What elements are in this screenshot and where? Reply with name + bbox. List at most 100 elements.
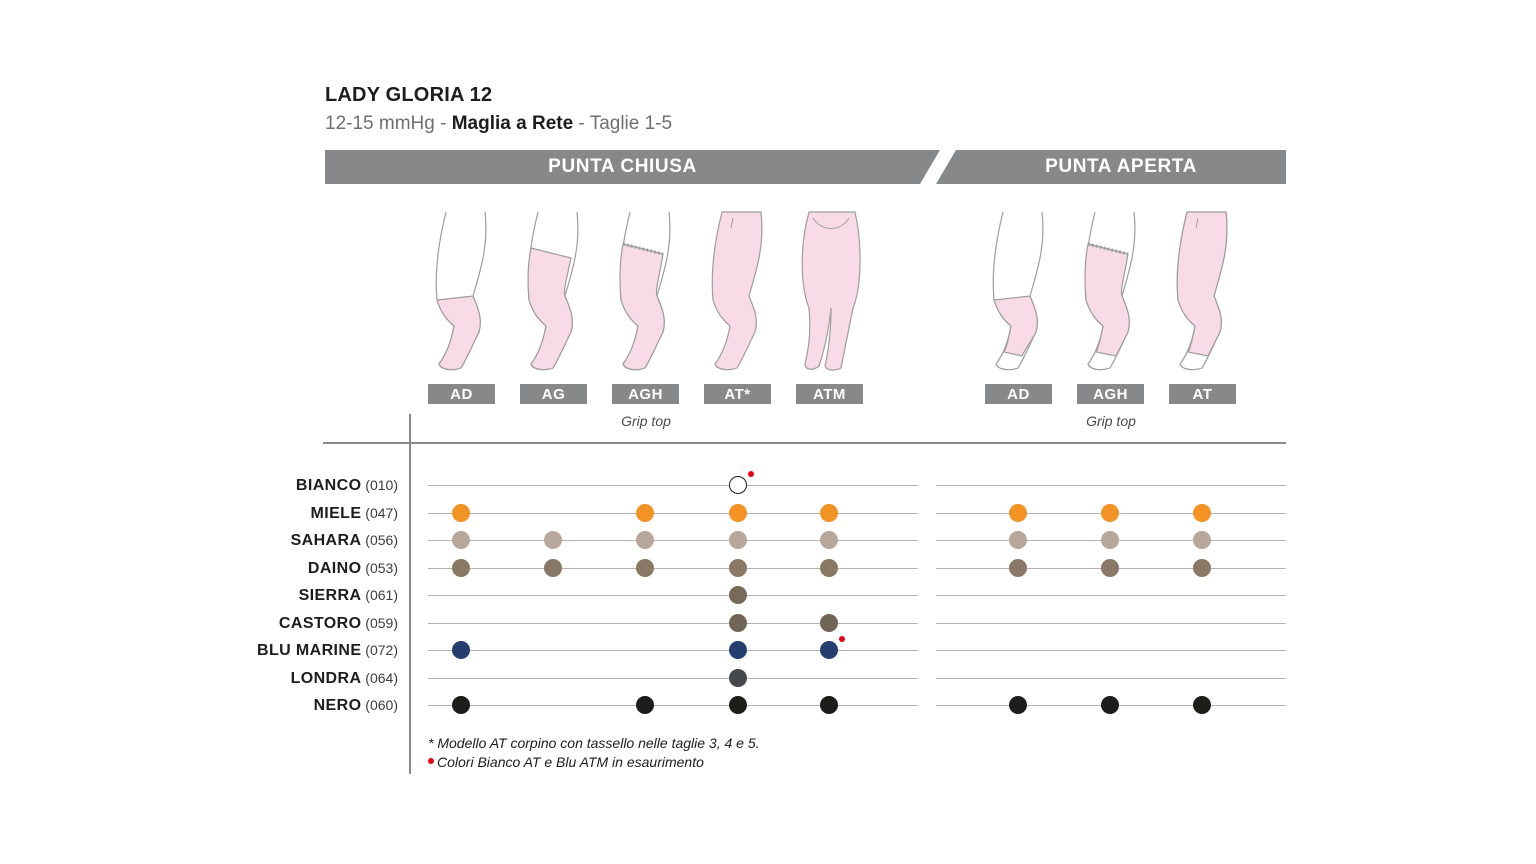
color-dot-closed-ad bbox=[452, 696, 470, 714]
row-line bbox=[428, 705, 918, 706]
model-label-at-open: AT bbox=[1169, 384, 1236, 404]
color-dot-open-at bbox=[1193, 696, 1211, 714]
leg-at-open-icon bbox=[1176, 211, 1228, 371]
color-name: SIERRA bbox=[298, 587, 362, 604]
model-label-agh-closed: AGH bbox=[612, 384, 679, 404]
color-dot-open-ad bbox=[1009, 531, 1027, 549]
color-dot-open-agh bbox=[1101, 559, 1119, 577]
color-code: (061) bbox=[361, 587, 398, 603]
color-dot-open-at bbox=[1193, 531, 1211, 549]
color-name: DAINO bbox=[307, 560, 362, 577]
discontinued-marker-icon bbox=[839, 636, 845, 642]
color-dot-open-at bbox=[1193, 559, 1211, 577]
color-dot-closed-ad bbox=[452, 641, 470, 659]
row-line bbox=[936, 595, 1286, 596]
separator: - bbox=[573, 113, 590, 134]
discontinued-marker-icon bbox=[748, 471, 754, 477]
model-label-atm-closed: ATM bbox=[796, 384, 863, 404]
separator: - bbox=[434, 113, 452, 134]
color-dot-open-agh bbox=[1101, 504, 1119, 522]
color-label: NERO (060) bbox=[314, 695, 398, 716]
color-dot-closed-atm bbox=[820, 641, 838, 659]
color-dot-closed-atm bbox=[820, 696, 838, 714]
color-code: (053) bbox=[361, 560, 398, 576]
footnotes: * Modello AT corpino con tassello nelle … bbox=[428, 734, 760, 772]
color-dot-closed-at bbox=[729, 559, 747, 577]
color-dot-closed-ad bbox=[452, 559, 470, 577]
color-dot-closed-atm bbox=[820, 504, 838, 522]
leg-agh-closed-icon bbox=[619, 211, 671, 371]
color-dot-closed-at bbox=[729, 476, 747, 494]
color-name: CASTORO bbox=[278, 615, 362, 632]
color-name: NERO bbox=[313, 697, 362, 714]
color-label: BLU MARINE (072) bbox=[257, 640, 398, 661]
color-dot-open-at bbox=[1193, 504, 1211, 522]
model-label-at-closed: AT* bbox=[704, 384, 771, 404]
color-dot-closed-at bbox=[729, 586, 747, 604]
color-label: CASTORO (059) bbox=[279, 613, 398, 634]
row-line bbox=[936, 678, 1286, 679]
leg-ad-open-icon bbox=[992, 211, 1044, 371]
color-dot-closed-ad bbox=[452, 531, 470, 549]
color-dot-closed-agh bbox=[636, 559, 654, 577]
row-line bbox=[936, 650, 1286, 651]
color-dot-closed-agh bbox=[636, 504, 654, 522]
leg-at-closed-icon bbox=[711, 211, 763, 371]
color-dot-closed-atm bbox=[820, 614, 838, 632]
color-label: DAINO (053) bbox=[308, 558, 398, 579]
color-dot-closed-at bbox=[729, 531, 747, 549]
row-line bbox=[428, 678, 918, 679]
color-dot-closed-at bbox=[729, 504, 747, 522]
closed-toe-banner: PUNTA CHIUSA bbox=[325, 150, 940, 184]
row-line bbox=[428, 650, 918, 651]
leg-ad-closed-icon bbox=[435, 211, 487, 371]
color-dot-open-agh bbox=[1101, 531, 1119, 549]
open-toe-banner: PUNTA APERTA bbox=[936, 150, 1286, 184]
row-line bbox=[428, 540, 918, 541]
color-dot-open-ad bbox=[1009, 559, 1027, 577]
red-dot-icon bbox=[428, 758, 434, 764]
knit-type: Maglia a Rete bbox=[451, 113, 574, 134]
model-label-agh-open: AGH bbox=[1077, 384, 1144, 404]
model-label-ad-open: AD bbox=[985, 384, 1052, 404]
color-name: LONDRA bbox=[290, 670, 362, 687]
color-code: (064) bbox=[361, 670, 398, 686]
color-label: SAHARA (056) bbox=[291, 530, 398, 551]
row-line bbox=[936, 485, 1286, 486]
color-code: (059) bbox=[361, 615, 398, 631]
row-line bbox=[428, 568, 918, 569]
row-line bbox=[428, 623, 918, 624]
color-dot-closed-ad bbox=[452, 504, 470, 522]
model-label-ag-closed: AG bbox=[520, 384, 587, 404]
table-horizontal-divider bbox=[323, 442, 1286, 444]
model-label-ad-closed: AD bbox=[428, 384, 495, 404]
row-line bbox=[936, 623, 1286, 624]
color-dot-closed-atm bbox=[820, 531, 838, 549]
row-line bbox=[428, 485, 918, 486]
grip-top-note-open: Grip top bbox=[1086, 413, 1136, 429]
color-dot-open-ad bbox=[1009, 504, 1027, 522]
color-code: (010) bbox=[361, 477, 398, 493]
row-line bbox=[428, 513, 918, 514]
discontinued-note: Colori Bianco AT e Blu ATM in esauriment… bbox=[428, 753, 760, 772]
color-name: BIANCO bbox=[295, 477, 362, 494]
pressure-range: 12-15 mmHg bbox=[325, 113, 435, 134]
color-code: (056) bbox=[361, 532, 398, 548]
color-dot-closed-at bbox=[729, 696, 747, 714]
leg-ag-closed-icon bbox=[527, 211, 579, 371]
color-code: (072) bbox=[361, 642, 398, 658]
color-dot-closed-atm bbox=[820, 559, 838, 577]
color-name: BLU MARINE bbox=[256, 642, 362, 659]
color-dot-closed-agh bbox=[636, 531, 654, 549]
product-subtitle: 12-15 mmHg - Maglia a Rete - Taglie 1-5 bbox=[325, 113, 672, 135]
size-range: Taglie 1-5 bbox=[589, 113, 673, 134]
color-name: MIELE bbox=[310, 505, 362, 522]
color-name: SAHARA bbox=[290, 532, 362, 549]
color-dot-open-ad bbox=[1009, 696, 1027, 714]
color-dot-closed-ag bbox=[544, 531, 562, 549]
color-code: (060) bbox=[361, 697, 398, 713]
color-dot-closed-ag bbox=[544, 559, 562, 577]
discontinued-note-text: Colori Bianco AT e Blu ATM in esauriment… bbox=[437, 754, 704, 770]
color-label: MIELE (047) bbox=[311, 503, 398, 524]
table-vertical-divider bbox=[409, 414, 411, 774]
